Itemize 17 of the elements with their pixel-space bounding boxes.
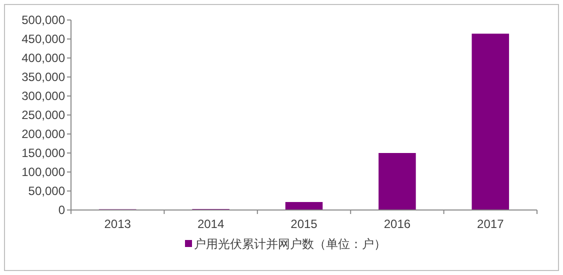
y-tick-label: 500,000 <box>22 13 66 27</box>
y-tick-label: 350,000 <box>22 70 66 84</box>
y-tick-label: 450,000 <box>22 32 66 46</box>
y-tick-label: 50,000 <box>28 184 66 198</box>
y-tick-label: 400,000 <box>22 51 66 65</box>
y-tick-label: 300,000 <box>22 89 66 103</box>
y-tick-label: 0 <box>58 203 66 217</box>
x-tick-label: 2016 <box>384 217 411 231</box>
y-tick-label: 250,000 <box>22 108 66 122</box>
x-tick-label: 2017 <box>477 217 504 231</box>
y-tick-label: 150,000 <box>22 146 66 160</box>
y-tick-label: 200,000 <box>22 127 66 141</box>
x-tick-label: 2015 <box>290 217 318 231</box>
legend-label: 户用光伏累计并网户数（单位：户） <box>194 237 386 251</box>
x-tick-label: 2014 <box>197 217 224 231</box>
y-tick-label: 100,000 <box>22 165 66 179</box>
x-tick-label: 2013 <box>104 217 132 231</box>
